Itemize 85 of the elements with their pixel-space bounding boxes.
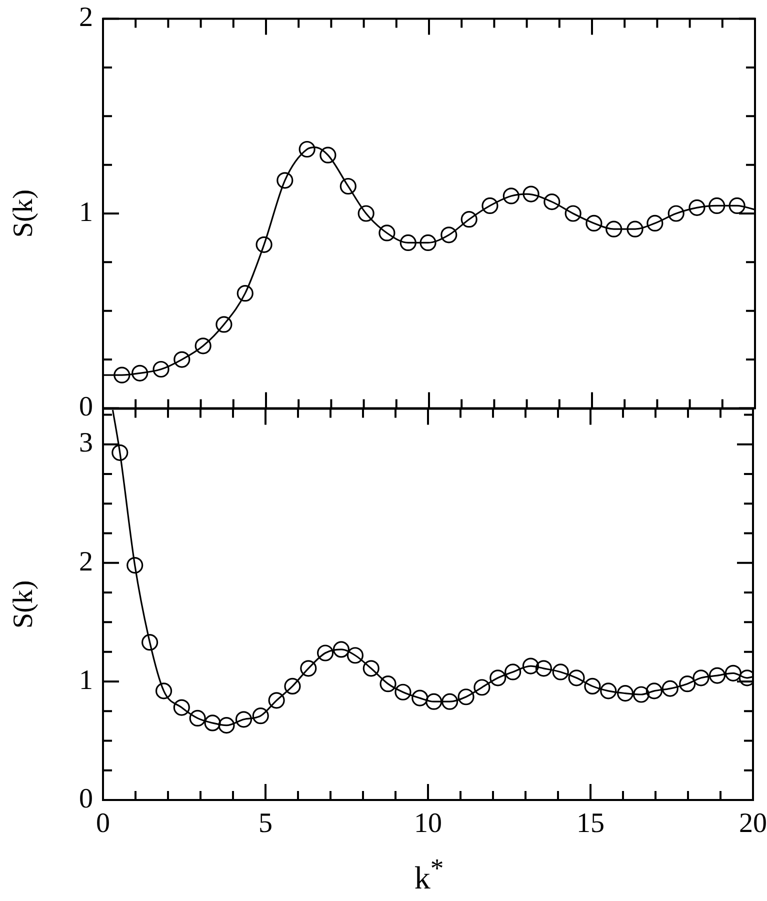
y-tick-label: 2: [79, 546, 93, 578]
point: [204, 714, 221, 732]
point: [340, 178, 356, 195]
y-axis-title: S(k): [8, 189, 40, 238]
point: [490, 670, 506, 686]
point: [332, 641, 350, 658]
point: [155, 682, 172, 700]
point: [552, 664, 569, 680]
point: [284, 678, 301, 694]
point: [132, 364, 148, 382]
y-tick-label: 2: [79, 2, 93, 34]
point: [142, 634, 158, 651]
point: [394, 684, 412, 700]
point: [320, 146, 336, 164]
point: [256, 236, 272, 253]
point: [504, 664, 522, 680]
point: [544, 194, 560, 210]
y-tick-label: 0: [79, 783, 93, 814]
point: [236, 285, 254, 302]
x-tick-label: 20: [739, 808, 767, 840]
y-tick-label: 1: [79, 196, 93, 228]
point: [679, 676, 696, 692]
point: [218, 717, 235, 734]
point: [632, 686, 650, 703]
point: [606, 220, 622, 238]
point: [252, 708, 269, 724]
point: [268, 692, 285, 709]
point: [426, 693, 442, 710]
point: [584, 678, 601, 694]
y-tick-label: 1: [79, 664, 93, 696]
point: [317, 644, 334, 662]
point: [235, 711, 252, 728]
point: [535, 660, 552, 677]
point: [662, 680, 678, 697]
point: [440, 226, 458, 244]
point: [380, 676, 396, 692]
point: [482, 197, 498, 214]
point: [346, 647, 364, 664]
point: [474, 679, 490, 696]
point: [708, 667, 726, 684]
x-tick-label: 5: [258, 808, 272, 840]
y-tick-label: 0: [79, 392, 93, 423]
point: [600, 682, 617, 700]
point: [112, 444, 128, 461]
point: [458, 688, 474, 706]
point: [568, 670, 585, 686]
point: [216, 316, 232, 333]
point: [300, 660, 317, 677]
point: [724, 664, 742, 682]
point: [728, 197, 746, 214]
point: [189, 710, 206, 727]
point: [126, 556, 144, 574]
point: [708, 197, 726, 214]
x-tick-label: 15: [576, 808, 604, 840]
point: [420, 234, 436, 252]
point: [194, 338, 212, 354]
point: [646, 682, 662, 700]
point: [646, 214, 664, 232]
point: [173, 699, 190, 716]
point: [378, 224, 396, 242]
point: [362, 660, 380, 677]
point: [441, 693, 458, 710]
point: [276, 172, 294, 189]
x-axis-title: k$^{*}$: [413, 852, 445, 896]
point: [688, 199, 706, 216]
point: [174, 351, 190, 368]
point: [692, 670, 710, 686]
point: [412, 690, 428, 706]
y-axis-title: S(k): [8, 580, 40, 629]
point: [460, 211, 478, 228]
point: [586, 214, 602, 232]
point: [616, 685, 634, 702]
point: [152, 360, 170, 378]
point: [358, 205, 374, 222]
point: [564, 205, 582, 222]
x-tick-label: 10: [414, 808, 442, 840]
point: [114, 366, 130, 384]
point: [502, 188, 520, 204]
point: [522, 658, 539, 674]
point: [668, 205, 684, 222]
point: [400, 234, 416, 252]
point: [626, 220, 644, 238]
point: [522, 186, 540, 202]
point: [298, 140, 316, 158]
y-tick-label: 3: [79, 428, 93, 459]
